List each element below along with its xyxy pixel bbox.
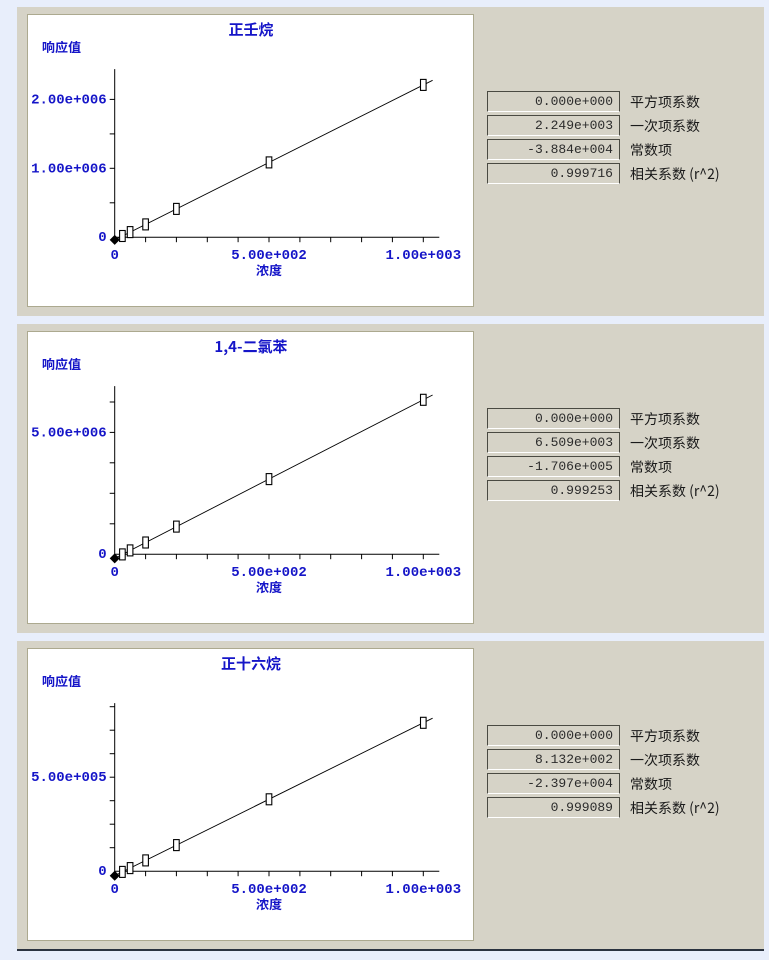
svg-text:0: 0 (98, 547, 106, 563)
svg-text:浓度: 浓度 (256, 577, 282, 596)
svg-text:5.00e+006: 5.00e+006 (31, 425, 107, 441)
svg-text:2.00e+006: 2.00e+006 (31, 92, 107, 108)
svg-text:1.00e+003: 1.00e+003 (385, 565, 461, 581)
svg-text:1.00e+006: 1.00e+006 (31, 161, 107, 177)
svg-text:0: 0 (110, 565, 118, 581)
svg-text:1,4-二氯苯: 1,4-二氯苯 (214, 336, 287, 357)
svg-text:1.00e+003: 1.00e+003 (385, 882, 461, 898)
svg-text:响应值: 响应值 (42, 37, 81, 56)
svg-text:响应值: 响应值 (42, 354, 81, 373)
svg-text:浓度: 浓度 (256, 260, 282, 279)
svg-text:0: 0 (98, 230, 106, 246)
svg-text:响应值: 响应值 (42, 671, 81, 690)
svg-text:0: 0 (110, 882, 118, 898)
svg-text:1.00e+003: 1.00e+003 (385, 248, 461, 264)
svg-text:0: 0 (98, 864, 106, 880)
svg-text:5.00e+005: 5.00e+005 (31, 770, 107, 786)
svg-text:正十六烷: 正十六烷 (221, 653, 281, 674)
svg-text:正壬烷: 正壬烷 (228, 19, 273, 40)
svg-text:0: 0 (110, 248, 118, 264)
svg-text:浓度: 浓度 (256, 894, 282, 913)
